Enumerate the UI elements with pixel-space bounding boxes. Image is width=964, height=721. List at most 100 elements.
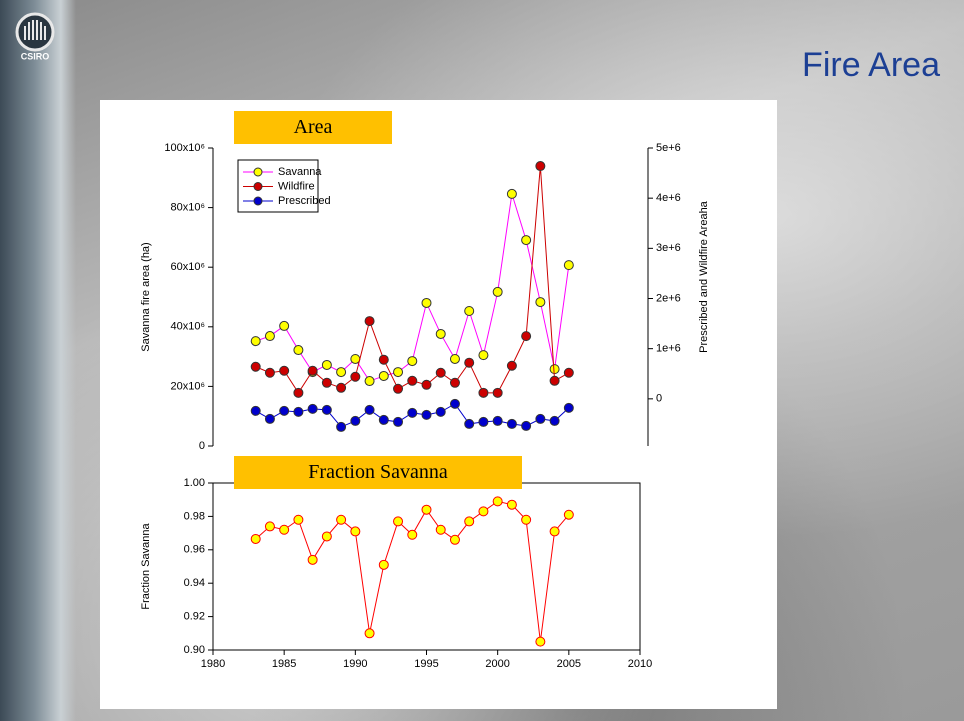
y-tick-label: 0.96 (184, 544, 205, 556)
data-point (449, 534, 460, 545)
x-tick-label: 1995 (414, 658, 438, 670)
series-line (255, 193, 570, 382)
data-point (421, 297, 432, 308)
data-point (492, 387, 503, 398)
data-point (293, 406, 304, 417)
data-point (563, 509, 574, 520)
data-point (350, 353, 361, 364)
y-tick-label: 0.92 (184, 611, 205, 623)
data-point (421, 504, 432, 515)
data-point (364, 404, 375, 415)
data-point (563, 402, 574, 413)
y-tick-label: 40x10⁶ (171, 321, 206, 333)
data-point (279, 405, 290, 416)
data-point (435, 406, 446, 417)
legend-marker (253, 182, 263, 191)
logo-text: CSIRO (21, 51, 50, 61)
data-point (506, 360, 517, 371)
chart-title: Fraction Savanna (308, 461, 448, 483)
legend-marker (253, 196, 263, 206)
y-tick-label: 60x10⁶ (171, 261, 206, 273)
data-point (364, 376, 375, 387)
y-tick-label: 20x10⁶ (171, 380, 206, 392)
data-point (521, 514, 532, 525)
data-point (535, 161, 546, 172)
y2-tick-label: 3e+6 (656, 242, 681, 254)
y-tick-label: 80x10⁶ (171, 202, 206, 214)
data-point (535, 636, 546, 647)
data-point (563, 260, 574, 271)
x-tick-label: 2010 (628, 658, 652, 670)
y-axis-label: Savanna fire area (ha) (140, 242, 152, 351)
chart-title: Area (294, 116, 333, 138)
x-tick-label: 1985 (272, 658, 296, 670)
legend-label: Savanna (278, 166, 322, 178)
y2-tick-label: 4e+6 (656, 192, 681, 204)
data-point (378, 414, 389, 425)
data-point (264, 367, 275, 378)
data-point (307, 365, 318, 376)
data-point (364, 316, 375, 327)
data-point (506, 499, 517, 510)
legend-marker (253, 167, 263, 177)
data-point (336, 367, 347, 378)
data-point (407, 375, 418, 386)
data-point (264, 521, 275, 532)
data-point (336, 421, 347, 432)
y-tick-label: 0.94 (184, 577, 205, 589)
data-point (421, 379, 432, 390)
data-point (378, 354, 389, 365)
data-point (492, 286, 503, 297)
data-point (264, 331, 275, 342)
data-point (378, 559, 389, 570)
data-point (293, 514, 304, 525)
data-point (521, 331, 532, 342)
title-banner (234, 456, 522, 489)
data-point (393, 367, 404, 378)
data-point (250, 533, 261, 544)
data-point (393, 416, 404, 427)
data-point (321, 359, 332, 370)
data-point (421, 409, 432, 420)
data-point (464, 418, 475, 429)
data-point (307, 403, 318, 414)
logo-mark (24, 20, 46, 40)
data-point (293, 345, 304, 356)
data-point (279, 320, 290, 331)
data-point (350, 371, 361, 382)
data-point (378, 370, 389, 381)
data-point (478, 387, 489, 398)
y2-tick-label: 2e+6 (656, 292, 681, 304)
data-point (407, 356, 418, 367)
x-tick-label: 1980 (201, 658, 225, 670)
data-point (563, 367, 574, 378)
data-point (535, 413, 546, 424)
data-point (435, 328, 446, 339)
y2-axis-label: Prescribed and Wildfire Areaha (698, 200, 710, 353)
y2-tick-label: 1e+6 (656, 343, 681, 355)
data-point (464, 516, 475, 527)
data-point (549, 526, 560, 537)
data-point (350, 415, 361, 426)
data-point (279, 365, 290, 376)
x-tick-label: 2005 (557, 658, 581, 670)
y-tick-label: 1.00 (184, 477, 205, 489)
data-point (478, 506, 489, 517)
data-point (506, 418, 517, 429)
y-axis-label: Fraction Savanna (140, 523, 152, 610)
y-tick-label: 100x10⁶ (164, 142, 205, 154)
logo: CSIRO (15, 12, 55, 61)
data-point (492, 415, 503, 426)
y-tick-label: 0.98 (184, 510, 205, 522)
y-tick-label: 0.90 (184, 644, 205, 656)
data-point (464, 357, 475, 368)
data-point (336, 514, 347, 525)
data-point (435, 524, 446, 535)
y2-tick-label: 0 (656, 393, 662, 405)
data-point (250, 336, 261, 347)
data-point (478, 416, 489, 427)
data-point (250, 405, 261, 416)
data-point (250, 361, 261, 372)
data-point (549, 375, 560, 386)
legend-label: Wildfire (278, 180, 315, 192)
